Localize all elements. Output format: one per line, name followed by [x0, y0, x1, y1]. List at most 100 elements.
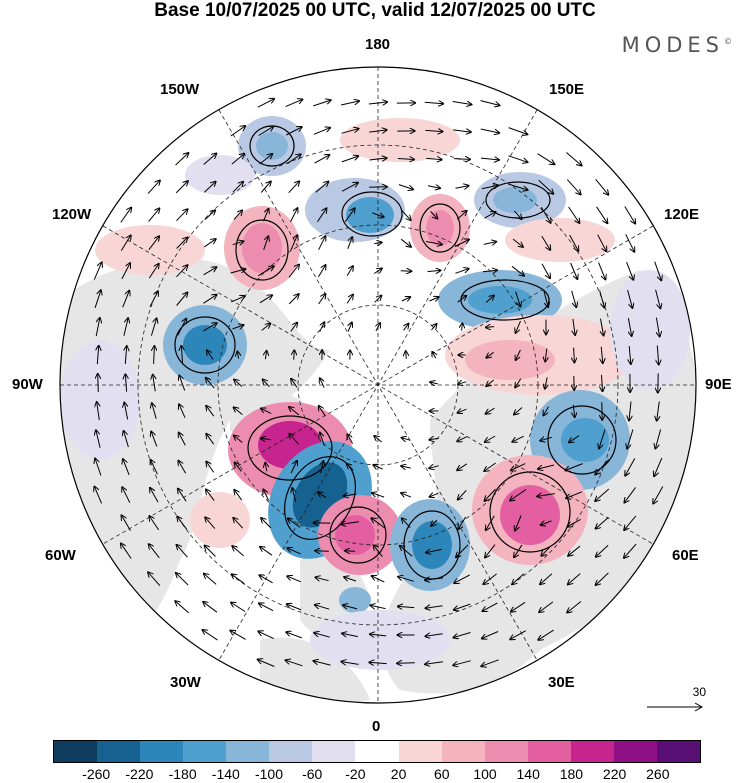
color-swatch: [613, 741, 657, 762]
wind-arrow: [368, 102, 387, 104]
wind-arrow: [653, 486, 664, 504]
wind-arrow: [427, 186, 440, 188]
color-swatch: [312, 741, 356, 762]
color-scale-bar: [53, 740, 701, 763]
wind-arrow: [258, 127, 274, 136]
lon-label-180: 180: [365, 36, 391, 53]
wind-arrow: [429, 438, 439, 440]
wind-arrow: [260, 547, 273, 556]
wind-arrow: [625, 234, 635, 251]
color-tick-label: 260: [646, 766, 670, 782]
modes-logo: MODES©: [622, 33, 732, 57]
wind-arrow: [176, 573, 189, 586]
wind-arrow: [261, 408, 272, 415]
color-swatch: [97, 741, 141, 762]
wind-arrow: [178, 461, 187, 474]
wind-arrow: [372, 576, 385, 583]
wind-arrow: [341, 522, 359, 525]
wind-arrow: [540, 573, 553, 584]
wind-arrow: [290, 235, 298, 251]
wind-arrow: [539, 601, 554, 612]
wind-arrow: [455, 186, 469, 189]
wind-arrow: [97, 346, 98, 365]
wind-arrow: [480, 158, 499, 160]
wind-arrow: [424, 102, 443, 103]
wind-arrow: [456, 211, 466, 220]
wind-arrow: [320, 378, 325, 388]
wind-arrow: [483, 573, 497, 584]
wind-arrow: [398, 184, 413, 190]
wind-arrow: [625, 458, 636, 475]
wind-arrow: [344, 577, 357, 582]
wind-arrow: [573, 404, 574, 417]
wind-arrow: [482, 270, 497, 272]
wind-arrow: [541, 263, 550, 278]
wind-arrow: [398, 606, 415, 607]
wind-arrow: [318, 492, 327, 499]
wind-arrow: [234, 380, 243, 387]
wind-arrow: [314, 155, 330, 164]
wind-arrow: [456, 544, 469, 557]
wind-arrow: [374, 545, 383, 558]
wind-arrow: [568, 573, 581, 585]
wind-arrow: [148, 572, 161, 587]
wind-arrow: [431, 519, 438, 526]
wind-arrow: [514, 407, 523, 415]
wind-arrow: [566, 179, 580, 195]
wind-arrow: [568, 206, 580, 223]
wind-arrow: [406, 351, 407, 359]
wind-arrow: [508, 127, 528, 135]
wind-arrow: [154, 346, 155, 364]
wind-arrow: [122, 515, 131, 531]
wind-arrow: [152, 403, 157, 419]
wind-arrow: [598, 262, 606, 280]
wind-arrow: [257, 99, 274, 108]
wind-arrow: [629, 401, 631, 421]
brand-name: MODES: [621, 33, 724, 57]
wind-arrow: [374, 436, 383, 443]
wind-arrow: [511, 463, 526, 471]
wind-arrow: [596, 206, 608, 223]
wind-arrow: [624, 515, 637, 530]
wind-arrow: [401, 493, 412, 497]
wind-arrow: [453, 660, 471, 666]
wind-arrow: [453, 159, 470, 160]
wind-arrow: [315, 182, 329, 193]
wind-arrow: [234, 490, 243, 501]
wind-arrow: [426, 606, 443, 608]
wind-arrow: [486, 407, 495, 414]
wind-arrow: [319, 322, 325, 332]
wind-arrow: [458, 490, 467, 499]
wind-arrow: [124, 403, 127, 420]
wind-arrow: [462, 323, 463, 331]
wind-arrow: [601, 318, 604, 336]
wind-arrow: [574, 347, 575, 363]
wind-arrow: [515, 291, 521, 307]
wind-arrow: [175, 153, 189, 166]
wind-arrow: [486, 379, 495, 386]
wind-arrow: [314, 661, 331, 666]
wind-arrow: [425, 578, 444, 580]
wind-arrow: [458, 409, 467, 413]
wind-arrow: [315, 577, 329, 580]
wind-arrow: [373, 465, 383, 469]
wind-arrow: [401, 466, 411, 468]
wind-arrow: [402, 438, 411, 441]
wind-arrow: [204, 574, 217, 585]
wind-arrow: [454, 240, 469, 247]
wind-arrow: [121, 544, 132, 559]
color-tick-label: -140: [211, 766, 240, 782]
wind-arrow: [121, 263, 130, 280]
wind-arrow: [485, 544, 496, 558]
wind-arrow: [230, 126, 245, 137]
wind-arrow: [125, 374, 126, 392]
wind-arrow: [371, 518, 385, 529]
wind-arrow: [179, 404, 186, 418]
wind-arrow: [123, 318, 128, 336]
wind-arrow: [426, 158, 441, 159]
wind-arrow: [258, 631, 274, 640]
lon-label-120w: 120W: [52, 206, 92, 223]
wind-arrow: [98, 374, 99, 393]
wind-arrow: [545, 377, 547, 388]
wind-arrow: [655, 429, 662, 449]
